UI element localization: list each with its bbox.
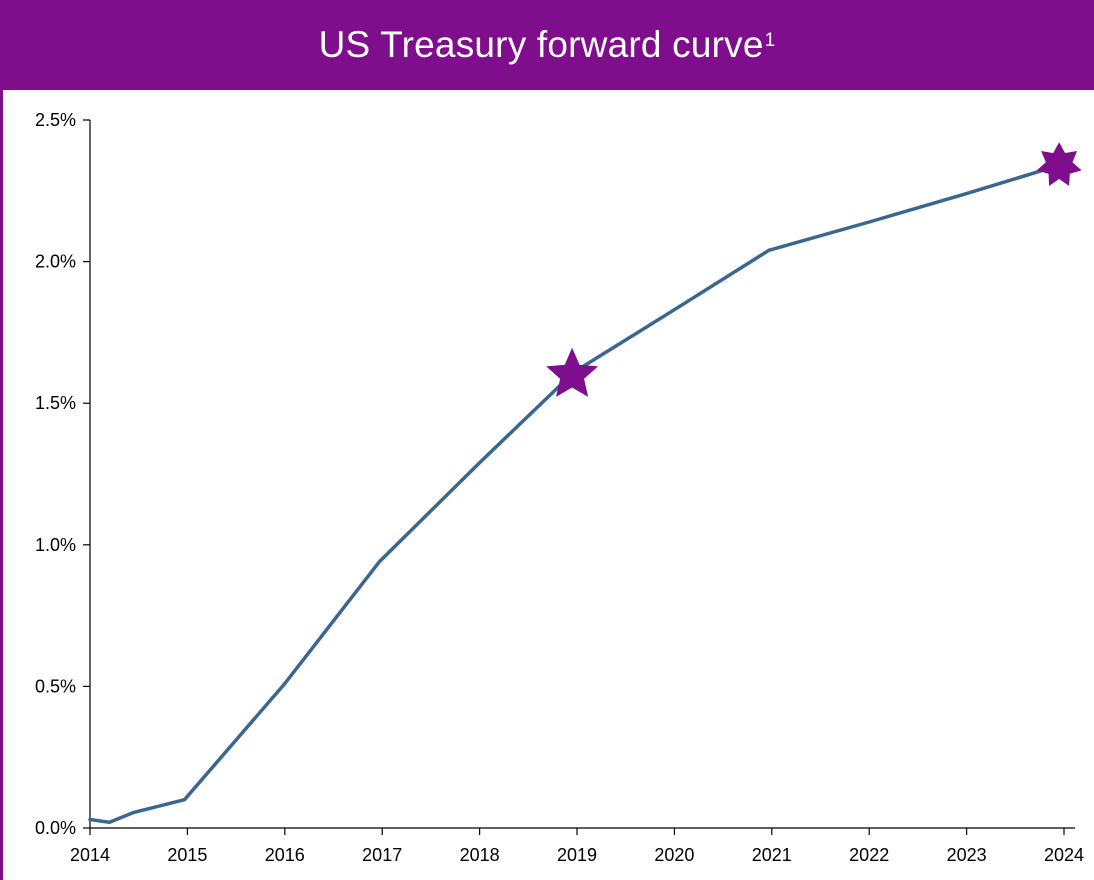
y-tick-label: 1.0% bbox=[35, 535, 76, 555]
chart-title: US Treasury forward curve bbox=[318, 24, 764, 65]
star-marker bbox=[1036, 142, 1082, 187]
x-tick-label: 2022 bbox=[849, 845, 889, 865]
x-tick-label: 2024 bbox=[1044, 845, 1084, 865]
x-tick-label: 2018 bbox=[460, 845, 500, 865]
chart-title-footnote: 1 bbox=[764, 30, 776, 51]
y-tick-label: 2.0% bbox=[35, 252, 76, 272]
x-tick-label: 2014 bbox=[70, 845, 110, 865]
y-tick-label: 1.5% bbox=[35, 393, 76, 413]
y-tick-label: 0.5% bbox=[35, 676, 76, 696]
x-tick-label: 2020 bbox=[654, 845, 694, 865]
star-marker bbox=[546, 347, 599, 397]
y-tick-label: 0.0% bbox=[35, 818, 76, 838]
chart-title-bar: US Treasury forward curve 1 bbox=[0, 0, 1094, 90]
series-line bbox=[88, 163, 1061, 825]
x-tick-label: 2017 bbox=[362, 845, 402, 865]
x-tick-label: 2019 bbox=[557, 845, 597, 865]
x-tick-label: 2015 bbox=[167, 845, 207, 865]
x-tick-label: 2016 bbox=[265, 845, 305, 865]
x-tick-label: 2021 bbox=[752, 845, 792, 865]
y-tick-label: 2.5% bbox=[35, 110, 76, 130]
x-tick-label: 2023 bbox=[947, 845, 987, 865]
